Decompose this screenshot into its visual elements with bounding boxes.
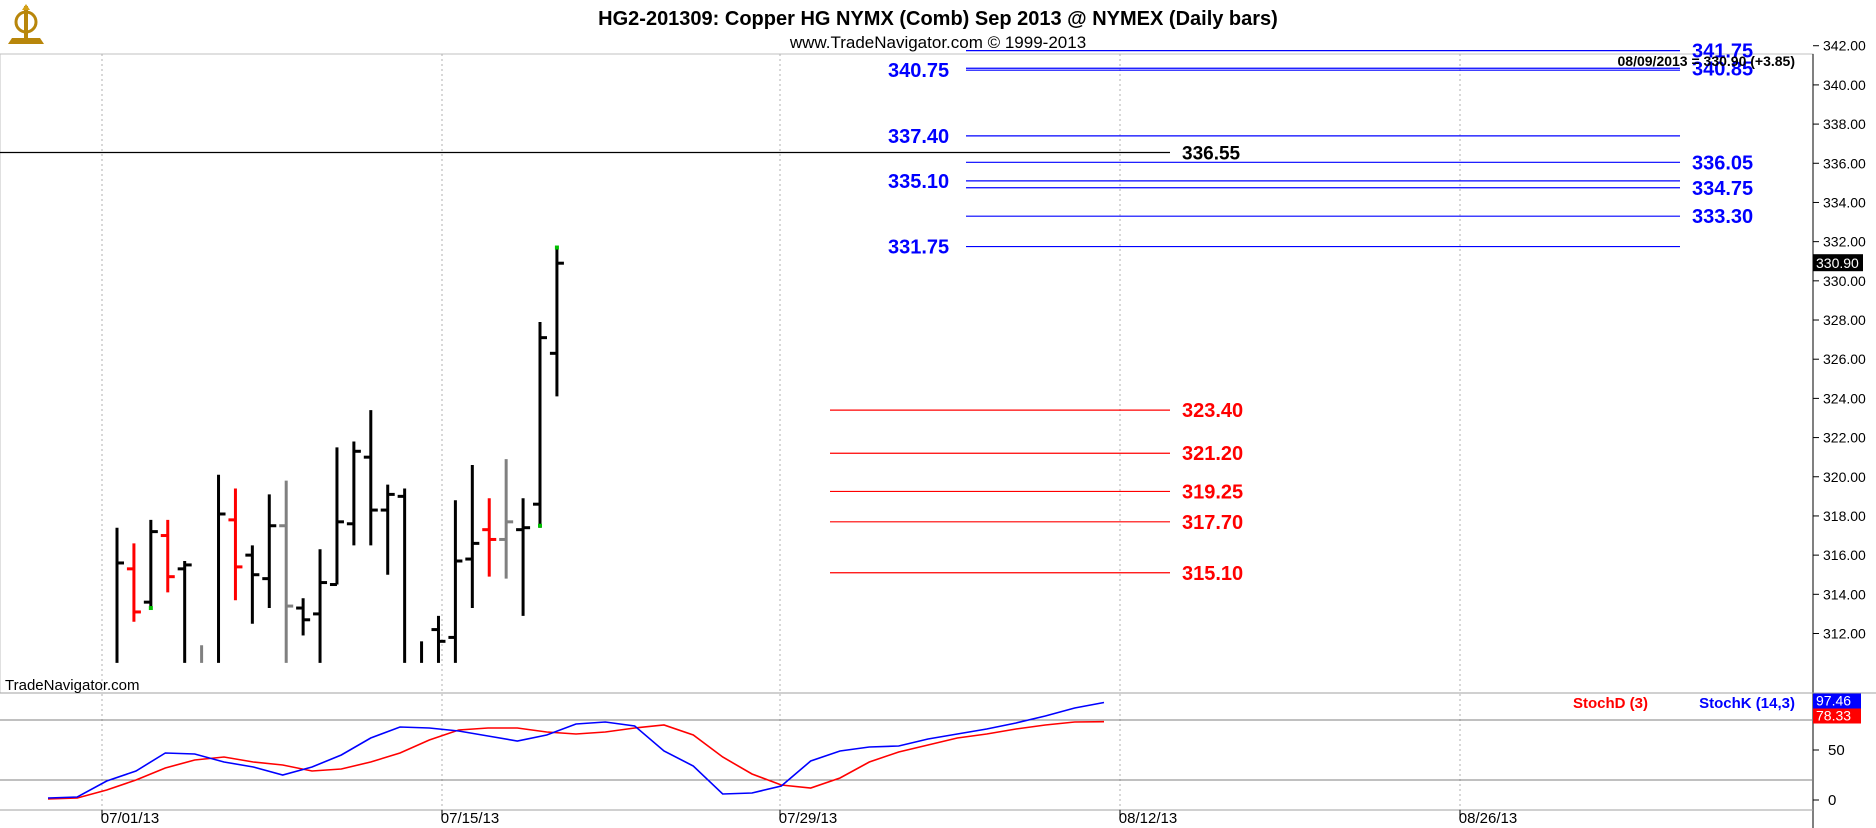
ohlc-bar	[397, 488, 407, 663]
x-tick-label: 08/12/13	[1119, 810, 1177, 827]
level-label: 315.10	[1182, 563, 1243, 585]
y-tick-label: 342.00	[1823, 38, 1866, 54]
ohlc-bars	[115, 245, 564, 663]
ohlc-bar	[296, 598, 311, 636]
ohlc-bar	[115, 527, 124, 663]
level-label: 336.55	[1182, 144, 1241, 165]
level-label: 333.30	[1692, 206, 1753, 228]
stoch-k-legend: StochK (14,3)	[1699, 695, 1795, 712]
ohlc-bar	[143, 519, 158, 609]
stoch-k-value-box	[1813, 693, 1861, 709]
x-tick-label: 07/29/13	[779, 810, 837, 827]
y-tick-label: 340.00	[1823, 77, 1866, 93]
ohlc-bar	[363, 410, 378, 546]
ohlc-bar	[549, 247, 564, 397]
level-label: 336.05	[1692, 152, 1753, 174]
level-label: 340.75	[888, 60, 949, 82]
level-label: 321.20	[1182, 443, 1243, 465]
level-label: 331.75	[888, 237, 949, 259]
last-price-label: 330.90	[1816, 255, 1859, 271]
y-tick-label: 336.00	[1823, 155, 1866, 171]
ohlc-bar	[228, 488, 243, 601]
stoch-d-value-box	[1813, 708, 1861, 724]
ohlc-bar	[465, 465, 480, 609]
ohlc-bar	[245, 545, 260, 624]
chart-title: HG2-201309: Copper HG NYMX (Comb) Sep 20…	[598, 8, 1278, 30]
ohlc-bar	[431, 615, 446, 663]
y-tick-label: 338.00	[1823, 116, 1866, 132]
price-axis: 312.00 314.00 316.00 318.00 320.00 322.00 324.…	[1813, 38, 1866, 642]
ohlc-bar	[313, 549, 328, 663]
y-tick-label: 326.00	[1823, 351, 1866, 367]
ohlc-bar	[160, 519, 175, 593]
y-tick-label: 314.00	[1823, 586, 1866, 602]
level-label: 341.75	[1692, 41, 1753, 63]
stoch-d-legend: StochD (3)	[1573, 695, 1648, 712]
ohlc-bar	[482, 498, 497, 577]
ohlc-bar	[262, 494, 277, 609]
y-tick-label: 332.00	[1823, 234, 1866, 250]
ohlc-bar	[279, 480, 294, 663]
date-axis: 07/01/13 07/15/13 07/29/13 08/12/13 08/26/13	[101, 810, 1517, 827]
price-panel	[0, 53, 1814, 694]
y-tick-label: 330.00	[1823, 273, 1866, 289]
ohlc-bar	[380, 484, 395, 575]
ohlc-bar	[499, 459, 514, 579]
y-tick-label: 328.00	[1823, 312, 1866, 328]
last-value-note: 08/09/2013 = 330.90 (+3.85)	[1618, 53, 1795, 69]
level-label: 337.40	[888, 126, 949, 148]
level-label: 317.70	[1182, 512, 1243, 534]
ohlc-bar	[533, 321, 547, 528]
x-tick-label: 07/01/13	[101, 810, 159, 827]
ohlc-bar	[516, 498, 531, 616]
level-label: 335.10	[888, 171, 949, 193]
y-tick-label: 322.00	[1823, 430, 1866, 446]
chart-subtitle: www.TradeNavigator.com © 1999-2013	[789, 33, 1086, 52]
stoch-y-tick-label: 0	[1828, 792, 1836, 809]
signal-mark	[554, 245, 559, 250]
watermark-text: TradeNavigator.com	[5, 677, 140, 694]
ohlc-bar	[217, 474, 226, 663]
y-tick-label: 334.00	[1823, 194, 1866, 210]
logo-icon	[2, 2, 50, 50]
ohlc-bar	[177, 561, 192, 663]
y-tick-label: 318.00	[1823, 508, 1866, 524]
level-label: 340.85	[1692, 58, 1753, 80]
ohlc-bar	[448, 500, 463, 663]
level-label: 323.40	[1182, 400, 1243, 422]
signal-mark	[148, 606, 153, 611]
ohlc-bar	[346, 441, 361, 546]
y-tick-label: 324.00	[1823, 390, 1866, 406]
ohlc-bar	[329, 447, 344, 587]
level-label: 319.25	[1182, 481, 1243, 503]
stoch-k-value-label: 97.46	[1816, 693, 1851, 709]
y-tick-label: 312.00	[1823, 626, 1866, 642]
signal-mark	[538, 523, 542, 528]
stoch-d-value-label: 78.33	[1816, 708, 1851, 724]
stoch-y-tick-label: 50	[1828, 742, 1845, 759]
y-tick-label: 316.00	[1823, 547, 1866, 563]
ohlc-bar	[126, 543, 141, 622]
header-background	[0, 0, 1876, 52]
level-label: 334.75	[1692, 178, 1753, 200]
last-price-box	[1813, 254, 1863, 272]
stoch-line	[47, 701, 1105, 799]
x-tick-label: 08/26/13	[1459, 810, 1517, 827]
x-grid	[101, 54, 1461, 810]
x-tick-label: 07/15/13	[441, 810, 499, 827]
y-tick-label: 320.00	[1823, 469, 1866, 485]
stoch-line	[47, 720, 1105, 800]
